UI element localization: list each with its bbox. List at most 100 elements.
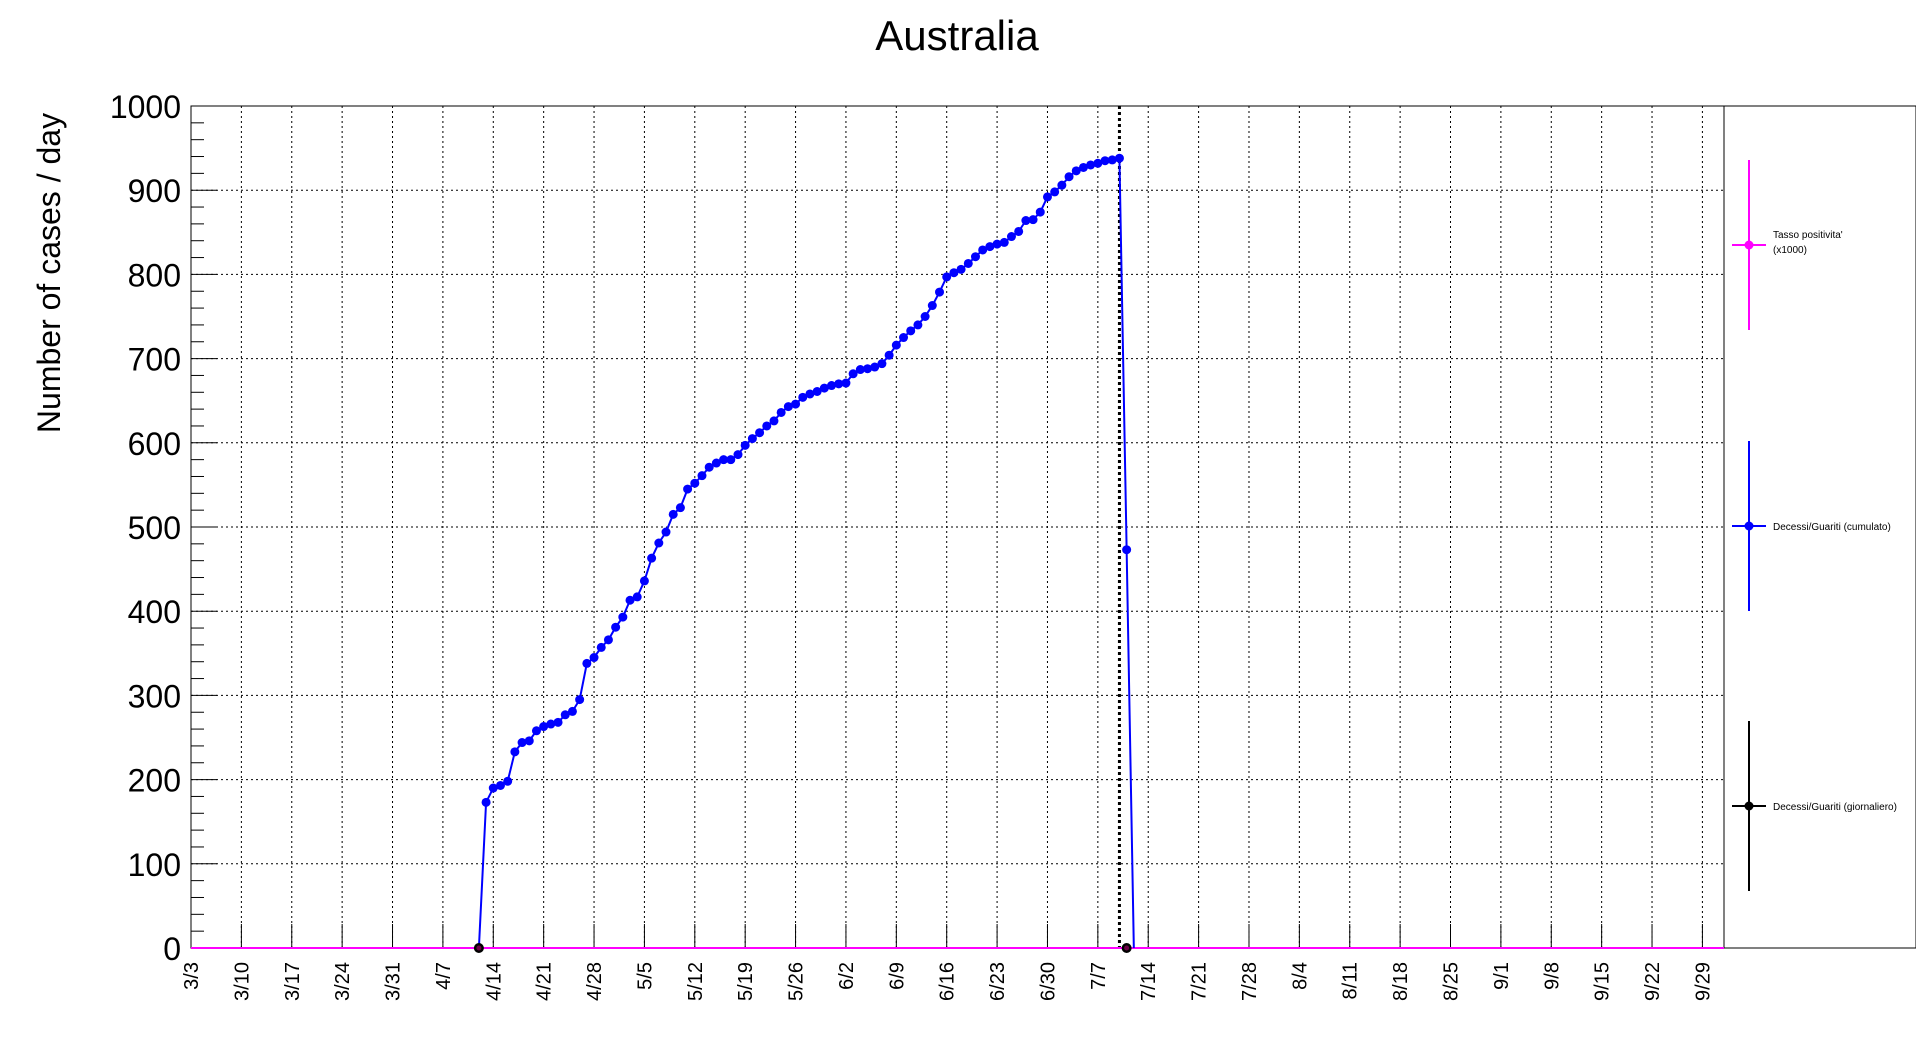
data-point-cumulato	[884, 350, 894, 360]
data-point-cumulato	[611, 622, 621, 632]
legend-layer: Tasso positivita' (x1000) Decessi/Guariti …	[1732, 160, 1897, 891]
data-point-cumulato	[819, 383, 829, 393]
x-tick-label: 5/5	[634, 962, 656, 990]
data-point-cumulato	[1071, 166, 1081, 176]
data-point-cumulato	[899, 333, 909, 343]
x-tick-label: 4/28	[584, 962, 606, 1001]
y-tick-label: 100	[128, 847, 181, 883]
x-tick-label: 6/23	[987, 962, 1009, 1001]
data-point-cumulato	[1021, 216, 1031, 226]
x-tick-label: 7/21	[1189, 962, 1211, 1001]
data-point-giornaliero-inner	[1124, 945, 1130, 951]
data-point-cumulato	[546, 719, 556, 729]
legend-label: Decessi/Guariti (giornaliero)	[1773, 802, 1897, 813]
data-point-cumulato	[560, 710, 570, 720]
data-point-cumulato	[1014, 226, 1024, 236]
y-tick-label: 0	[163, 931, 181, 967]
data-point-cumulato	[747, 434, 757, 444]
y-tick-label: 400	[128, 594, 181, 630]
legend-label: Decessi/Guariti (cumulato)	[1773, 522, 1891, 533]
data-point-cumulato	[1107, 155, 1117, 165]
y-tick-label: 200	[128, 763, 181, 799]
data-point-cumulato	[1050, 187, 1060, 197]
x-tick-label: 9/15	[1592, 962, 1614, 1001]
data-point-cumulato	[970, 252, 980, 262]
data-point-cumulato	[733, 450, 743, 460]
data-point-cumulato	[848, 369, 858, 379]
data-point-cumulato	[539, 722, 549, 732]
data-point-cumulato	[827, 381, 837, 391]
x-tick-label: 5/19	[735, 962, 757, 1001]
x-tick-label: 3/3	[181, 962, 203, 990]
y-tick-label: 600	[128, 426, 181, 462]
data-point-cumulato	[596, 642, 606, 652]
data-point-cumulato	[639, 576, 649, 586]
data-point-cumulato	[834, 379, 844, 389]
data-point-cumulato	[1064, 172, 1074, 182]
data-point-cumulato	[719, 455, 729, 465]
data-point-cumulato	[1078, 162, 1088, 172]
x-tick-label: 3/17	[282, 962, 304, 1001]
x-tick-label: 8/11	[1340, 962, 1362, 999]
x-tick-label: 3/24	[332, 962, 354, 1001]
data-point-cumulato	[798, 392, 808, 402]
x-tick-label: 4/21	[534, 962, 556, 1001]
data-point-cumulato	[1122, 545, 1132, 555]
data-point-cumulato	[927, 301, 937, 311]
data-point-cumulato	[704, 462, 714, 472]
data-point-cumulato	[1086, 160, 1096, 170]
data-point-cumulato	[488, 783, 498, 793]
data-point-cumulato	[690, 478, 700, 488]
data-point-cumulato	[1035, 207, 1045, 217]
legend-marker	[1744, 801, 1754, 811]
data-point-cumulato	[589, 653, 599, 663]
data-point-cumulato	[618, 612, 628, 622]
data-point-cumulato	[841, 378, 851, 388]
data-point-cumulato	[726, 455, 736, 465]
data-point-cumulato	[661, 527, 671, 537]
data-point-cumulato	[949, 268, 959, 278]
data-point-cumulato	[517, 738, 527, 748]
data-point-cumulato	[783, 402, 793, 412]
data-point-cumulato	[985, 242, 995, 252]
x-tick-label: 7/7	[1088, 962, 1110, 990]
x-tick-label: 9/29	[1692, 962, 1714, 1001]
y-tick-label: 500	[128, 510, 181, 546]
data-point-cumulato	[755, 428, 765, 438]
data-point-cumulato	[575, 695, 585, 705]
x-tick-label: 6/2	[836, 962, 858, 990]
data-point-cumulato	[1042, 192, 1052, 202]
x-tick-label: 8/18	[1390, 962, 1412, 1001]
y-tick-label: 300	[128, 678, 181, 714]
x-tick-label: 9/1	[1491, 962, 1513, 990]
data-point-cumulato	[978, 245, 988, 255]
data-point-cumulato	[791, 399, 801, 409]
legend-label: Tasso positivita'	[1773, 230, 1843, 241]
y-tick-label: 1000	[110, 89, 181, 125]
data-point-cumulato	[524, 736, 534, 746]
data-point-cumulato	[913, 320, 923, 330]
data-point-cumulato	[495, 780, 505, 790]
data-point-cumulato	[481, 797, 491, 807]
data-point-cumulato	[582, 658, 592, 668]
y-tick-label: 700	[128, 342, 181, 378]
axis-layer: 0 100 200 300 400 500 600 700 800 900 1000 3/3 3/10 3…	[110, 89, 1715, 1001]
x-tick-label: 6/9	[886, 962, 908, 990]
data-point-cumulato	[999, 237, 1009, 247]
data-point-cumulato	[812, 386, 822, 396]
data-point-cumulato	[992, 239, 1002, 249]
data-point-cumulato	[531, 726, 541, 736]
data-point-cumulato	[855, 365, 865, 375]
data-point-cumulato	[963, 258, 973, 268]
x-tick-label: 8/4	[1289, 962, 1311, 990]
legend-box	[1723, 105, 1916, 949]
x-tick-label: 9/8	[1541, 962, 1563, 990]
data-point-cumulato	[1114, 153, 1124, 163]
y-axis-label: Number of cases / day	[31, 113, 67, 433]
data-point-cumulato	[762, 421, 772, 431]
x-tick-label: 3/10	[231, 962, 253, 1001]
x-tick-label: 5/12	[685, 962, 707, 1001]
x-tick-label: 8/25	[1441, 962, 1463, 1001]
data-point-cumulato	[675, 503, 685, 513]
